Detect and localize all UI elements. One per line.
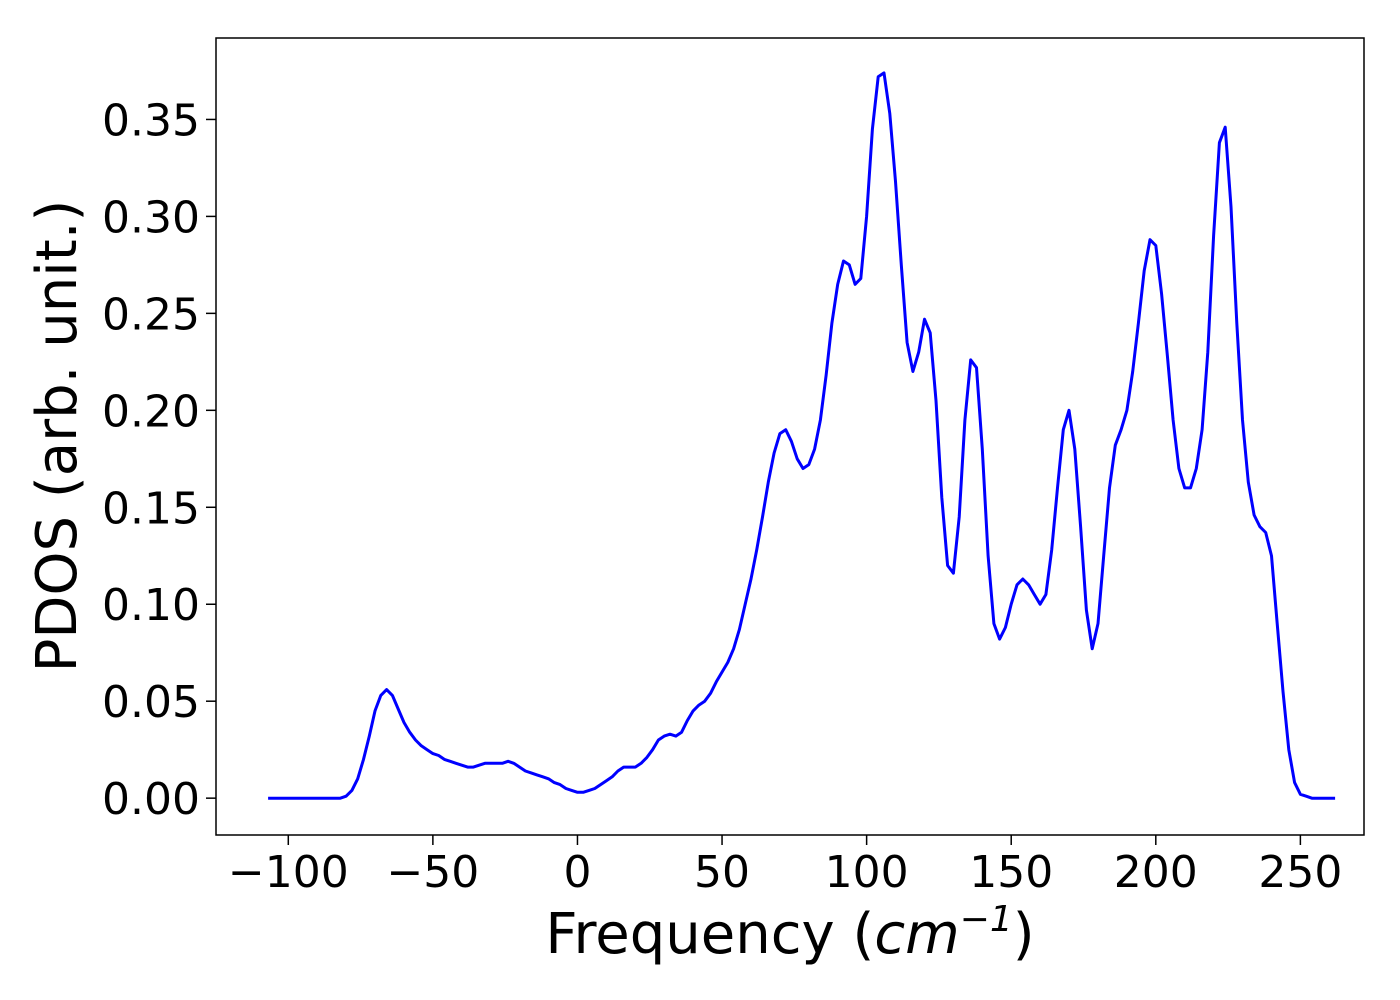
- y-tick-label: 0.30: [102, 192, 200, 243]
- y-tick-label: 0.05: [102, 677, 200, 728]
- x-tick-label: 150: [969, 847, 1053, 898]
- y-tick-label: 0.00: [102, 774, 200, 825]
- x-tick-label: −100: [228, 847, 349, 898]
- x-tick-label: −50: [386, 847, 479, 898]
- y-axis: 0.00 0.05 0.10 0.15 0.20 0.25 0.30 0.35: [102, 95, 216, 825]
- x-axis-title: Frequency (cm−1): [545, 899, 1034, 967]
- y-axis-title: PDOS (arb. unit.): [25, 200, 90, 673]
- plot-frame: [215, 37, 1365, 836]
- y-tick-label: 0.20: [102, 386, 200, 437]
- y-tick-label: 0.15: [102, 483, 200, 534]
- x-tick-label: 100: [825, 847, 909, 898]
- x-tick-label: 250: [1258, 847, 1342, 898]
- x-tick-label: 0: [563, 847, 591, 898]
- y-tick-label: 0.10: [102, 580, 200, 631]
- pdos-series-line: [268, 71, 1336, 800]
- x-tick-label: 50: [694, 847, 750, 898]
- y-tick-label: 0.25: [102, 289, 200, 340]
- y-tick-label: 0.35: [102, 95, 200, 146]
- x-tick-label: 200: [1114, 847, 1198, 898]
- x-axis: −100 −50 0 50 100 150 200 250: [228, 835, 1342, 898]
